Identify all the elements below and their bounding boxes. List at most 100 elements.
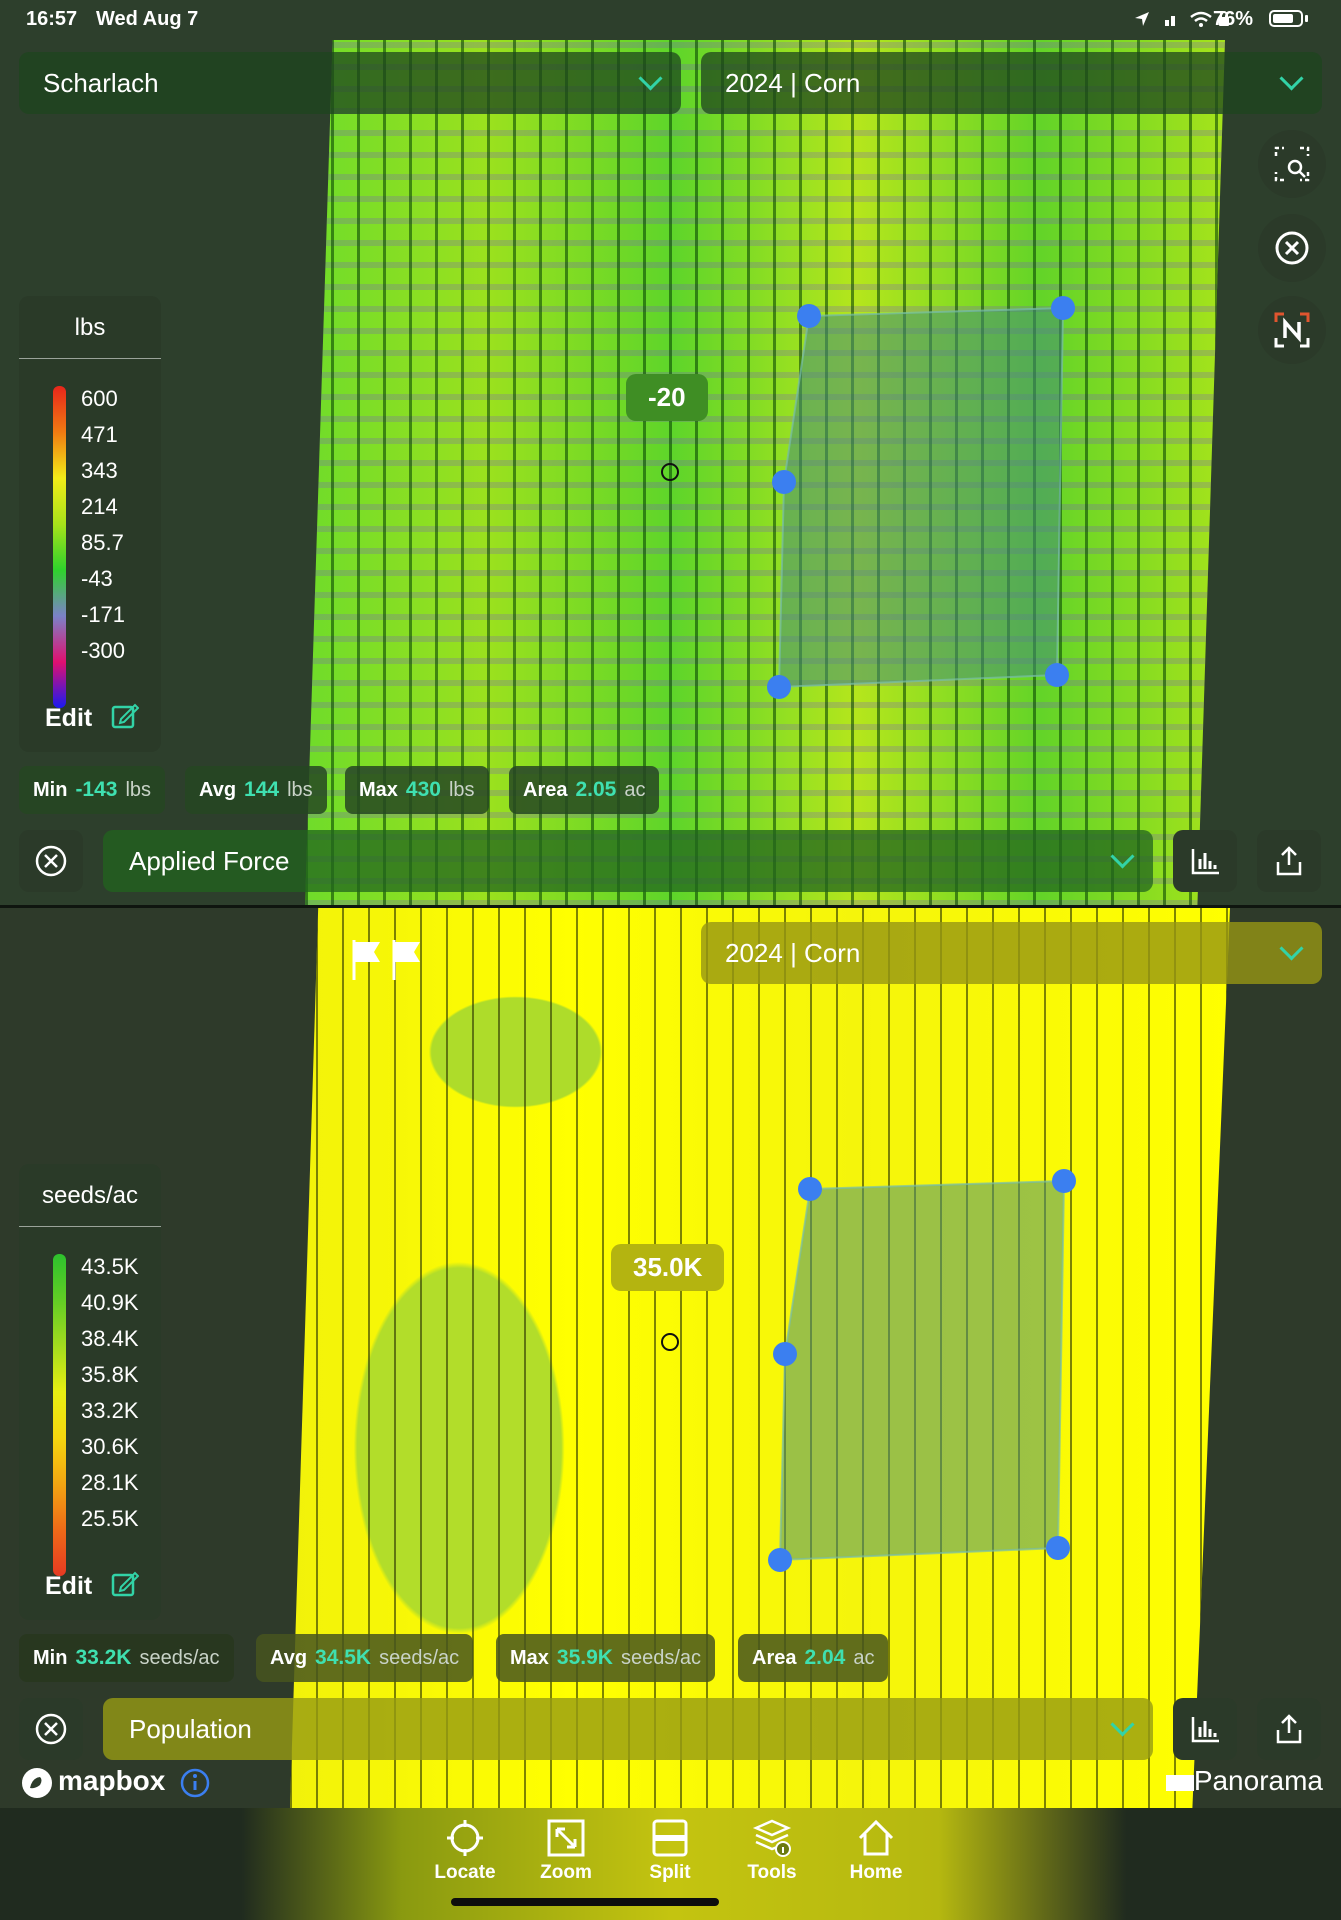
- chevron-down-icon: [1110, 844, 1135, 869]
- wifi-icon: [1190, 11, 1212, 27]
- share-icon: [1276, 846, 1302, 876]
- legend-tick: 33.2K: [81, 1398, 139, 1423]
- close-circle-icon: [35, 845, 67, 877]
- polygon-vertex[interactable]: [768, 1548, 792, 1572]
- battery-icon: [1269, 10, 1303, 27]
- top-share-button[interactable]: [1257, 830, 1321, 892]
- share-icon: [1276, 1714, 1302, 1744]
- top-selection-polygon[interactable]: [0, 0, 1341, 906]
- clear-selection-button[interactable]: [1258, 214, 1326, 282]
- legend-tick: 214: [81, 494, 118, 519]
- bottom-close-layer-button[interactable]: [19, 1698, 83, 1760]
- legend-tick: 343: [81, 458, 118, 483]
- split-screen-icon: [652, 1819, 688, 1857]
- legend-tick: 40.9K: [81, 1290, 139, 1315]
- legend-tick: 35.8K: [81, 1362, 139, 1387]
- polygon-vertex[interactable]: [797, 304, 821, 328]
- applied-force-heatmap: [305, 40, 1225, 906]
- marker-value-tag: 35.0K: [611, 1244, 725, 1291]
- edit-icon[interactable]: [111, 1569, 139, 1597]
- tab-locate[interactable]: Locate: [420, 1818, 510, 1884]
- legend-tick: -171: [81, 602, 126, 627]
- polygon-vertex[interactable]: [798, 1177, 822, 1201]
- location-arrow-icon: [1135, 12, 1149, 26]
- panorama-label: Panorama: [1193, 1765, 1323, 1796]
- legend-tick: 43.5K: [81, 1254, 139, 1279]
- bottom-legend: seeds/ac 43.5K 40.9K 38.4K 35.8K 33.2K 30.6K 2…: [19, 1164, 161, 1620]
- tab-zoom[interactable]: Zoom: [521, 1818, 611, 1884]
- crosshair-marker: [661, 1333, 679, 1351]
- field-selector-dropdown[interactable]: Scharlach: [19, 52, 681, 114]
- edit-icon[interactable]: [111, 701, 139, 729]
- top-stat-max: Max 430 lbs: [345, 766, 489, 814]
- tab-tools[interactable]: Tools: [727, 1818, 817, 1884]
- legend-edit-button[interactable]: Edit: [45, 704, 93, 732]
- layers-tools-icon: [752, 1819, 792, 1857]
- chevron-down-icon: [638, 66, 663, 91]
- marker-value-tag: -20: [626, 374, 708, 421]
- panorama-icon: [1165, 1774, 1194, 1791]
- panorama-attribution[interactable]: Panorama: [1165, 1765, 1323, 1797]
- top-stat-area: Area 2.05 ac: [509, 766, 660, 814]
- polygon-vertex[interactable]: [1046, 1536, 1070, 1560]
- chevron-down-icon: [1279, 936, 1304, 961]
- mapbox-attribution[interactable]: mapbox: [20, 1765, 211, 1800]
- legend-tick: 25.5K: [81, 1506, 139, 1531]
- polygon-vertex[interactable]: [772, 470, 796, 494]
- tab-label: Home: [849, 1862, 903, 1883]
- bottom-season-dropdown[interactable]: 2024 | Corn: [701, 922, 1322, 984]
- top-map-pane[interactable]: -20: [0, 0, 1341, 906]
- legend-tick: 471: [81, 422, 118, 447]
- bottom-stat-max: Max 35.9K seeds/ac: [496, 1634, 716, 1682]
- bottom-layer-dropdown[interactable]: Population: [103, 1698, 1153, 1760]
- bottom-stat-min: Min 33.2K seeds/ac: [19, 1634, 234, 1682]
- legend-unit: lbs: [74, 314, 106, 341]
- polygon-vertex[interactable]: [767, 675, 791, 699]
- close-circle-icon: [35, 1713, 67, 1745]
- legend-edit-button[interactable]: Edit: [45, 1572, 93, 1600]
- bottom-share-button[interactable]: [1257, 1698, 1321, 1760]
- chevron-down-icon: [1110, 1712, 1135, 1737]
- field-selector-label: Scharlach: [43, 68, 159, 98]
- top-histogram-button[interactable]: [1173, 830, 1237, 892]
- zoom-to-selection-button[interactable]: [1258, 130, 1326, 198]
- season-label: 2024 | Corn: [725, 938, 861, 968]
- home-indicator: [451, 1898, 719, 1906]
- split-divider[interactable]: [0, 905, 1341, 908]
- flag-markers[interactable]: [350, 938, 430, 987]
- tab-label: Tools: [747, 1862, 797, 1883]
- legend-tick: 85.7: [81, 530, 124, 555]
- top-layer-dropdown[interactable]: Applied Force: [103, 830, 1153, 892]
- tab-split[interactable]: Split: [625, 1818, 715, 1884]
- top-season-dropdown[interactable]: 2024 | Corn: [701, 52, 1322, 114]
- polygon-vertex[interactable]: [773, 1342, 797, 1366]
- layer-label: Population: [129, 1714, 252, 1744]
- tab-label: Zoom: [540, 1862, 592, 1883]
- bottom-histogram-button[interactable]: [1173, 1698, 1237, 1760]
- tab-home[interactable]: Home: [831, 1818, 921, 1884]
- legend-color-bar: [53, 386, 66, 708]
- locate-crosshair-icon: [447, 1820, 483, 1856]
- legend-tick: -43: [81, 566, 113, 591]
- home-icon: [858, 1819, 894, 1856]
- polygon-vertex[interactable]: [1052, 1169, 1076, 1193]
- north-up-button[interactable]: [1258, 296, 1326, 364]
- bottom-selection-polygon[interactable]: [0, 908, 1341, 1808]
- status-date: Wed Aug 7: [96, 8, 199, 30]
- bottom-stat-area: Area 2.04 ac: [738, 1634, 889, 1682]
- top-legend: lbs 600 471 343 214 85.7 -43 -171 -300 Edit: [19, 296, 161, 752]
- close-circle-icon: [1275, 231, 1309, 265]
- info-icon[interactable]: [179, 1767, 211, 1799]
- search-area-icon: [1274, 146, 1310, 182]
- crosshair-marker: [661, 463, 679, 481]
- season-label: 2024 | Corn: [725, 68, 861, 98]
- polygon-vertex[interactable]: [1045, 663, 1069, 687]
- legend-tick: 28.1K: [81, 1470, 139, 1495]
- status-time: 16:57: [26, 8, 78, 30]
- mapbox-logo-icon: [22, 1767, 52, 1798]
- tab-label: Split: [649, 1862, 691, 1883]
- polygon-vertex[interactable]: [1051, 296, 1075, 320]
- mapbox-label: mapbox: [58, 1765, 166, 1796]
- top-close-layer-button[interactable]: [19, 830, 83, 892]
- top-stat-avg: Avg 144 lbs: [185, 766, 327, 814]
